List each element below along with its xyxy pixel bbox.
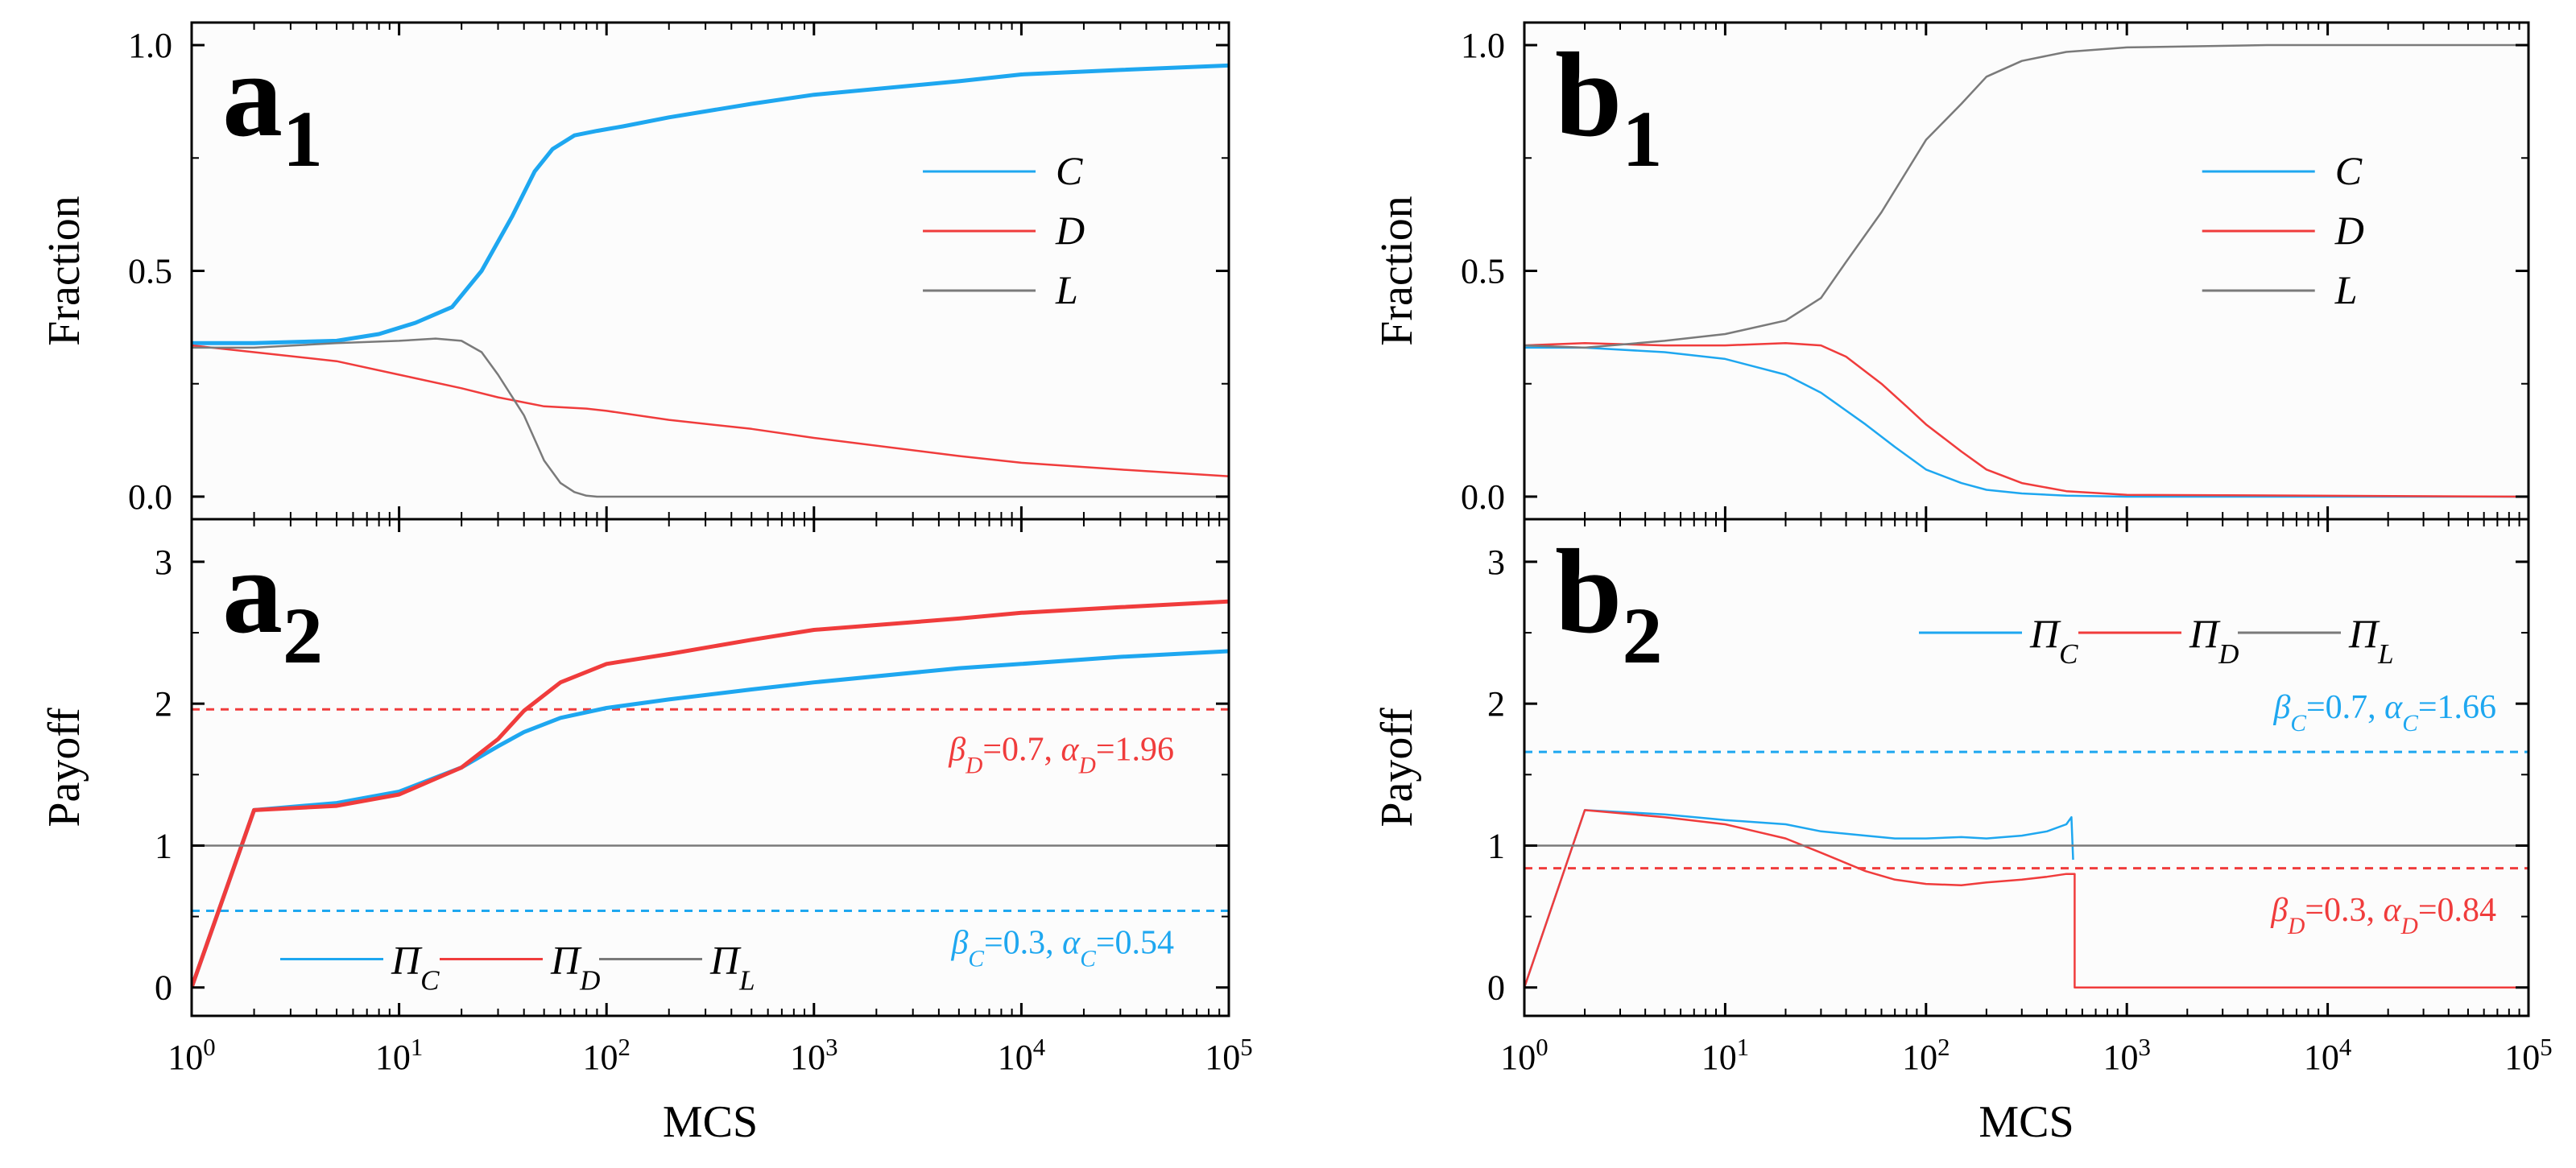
series-line-a1-C xyxy=(192,63,1229,345)
y-tick-label-b2-2: 2 xyxy=(1487,684,1505,724)
series-group-a2 xyxy=(192,599,1229,988)
legend-label-b1-1: D xyxy=(2334,208,2364,253)
legend-b1: CDL xyxy=(2202,148,2364,312)
y-tick-label-b1-0: 0.0 xyxy=(1461,477,1505,517)
legend-label-b1-2: L xyxy=(2334,267,2358,312)
legend-label-b2-0: ΠC xyxy=(2029,611,2078,670)
axis-frame-a2 xyxy=(190,518,1230,1017)
x-tick-label-a2-4: 104 xyxy=(998,1034,1045,1077)
y-axis-title-a2: Payoff xyxy=(39,708,89,828)
panel-label-a2: a2 xyxy=(222,525,323,680)
series-line-a2-Π_C xyxy=(192,649,1229,988)
y-tick-label-a2-0: 0 xyxy=(155,968,172,1008)
y-tick-label-a1-0: 0.0 xyxy=(128,477,172,517)
series-line-b2-Π_C xyxy=(1524,809,2074,988)
x-axis-title-b2: MCS xyxy=(1979,1097,2074,1147)
x-tick-label-b2-2: 102 xyxy=(1902,1034,1950,1077)
legend-label-a2-1: ΠD xyxy=(550,937,600,996)
legend-label-a1-2: L xyxy=(1055,267,1078,312)
axis-frame-b2 xyxy=(1523,518,2530,1017)
panel-label-b2: b2 xyxy=(1555,525,1662,680)
legend-label-a1-1: D xyxy=(1055,208,1085,253)
series-group-b2 xyxy=(1524,750,2528,988)
y-axis-title-a1: Fraction xyxy=(39,196,89,346)
y-tick-label-a2-2: 2 xyxy=(155,684,172,724)
plot-area-a1 xyxy=(192,23,1229,519)
x-tick-label-b2-4: 104 xyxy=(2304,1034,2351,1077)
legend-b2: ΠC ΠD ΠL xyxy=(1919,611,2394,670)
x-tick-label-a2-2: 102 xyxy=(582,1034,630,1077)
x-tick-label-a2-1: 101 xyxy=(375,1034,423,1077)
y-tick-label-b2-1: 1 xyxy=(1487,826,1505,865)
y-tick-label-b2-0: 0 xyxy=(1487,968,1505,1008)
legend-label-b2-2: ΠL xyxy=(2348,611,2394,670)
series-line-b1-D xyxy=(1524,341,2528,498)
annotation-a2-1: βC=0.3, αC=0.54 xyxy=(950,924,1174,972)
y-tick-label-b1-1: 0.5 xyxy=(1461,252,1505,291)
y-tick-label-a2-1: 1 xyxy=(155,826,172,865)
y-tick-label-b1-2: 1.0 xyxy=(1461,26,1505,65)
y-axis-title-b1: Fraction xyxy=(1372,196,1422,346)
y-tick-label-a2-3: 3 xyxy=(155,543,172,582)
y-tick-label-b2-3: 3 xyxy=(1487,543,1505,582)
legend-label-a1-0: C xyxy=(1056,148,1083,193)
legend-label-b2-1: ΠD xyxy=(2189,611,2239,670)
series-line-a2-Π_D xyxy=(192,599,1229,988)
series-line-a1-L xyxy=(192,337,1229,498)
x-tick-label-a2-3: 103 xyxy=(790,1034,837,1077)
legend-label-b1-0: C xyxy=(2335,148,2363,193)
x-tick-label-b2-1: 101 xyxy=(1701,1034,1749,1077)
y-tick-label-a1-1: 0.5 xyxy=(128,252,172,291)
legend-label-a2-0: ΠC xyxy=(391,937,440,996)
legend-a2: ΠC ΠD ΠL xyxy=(280,937,755,996)
plot-area-a2 xyxy=(192,519,1229,1016)
annotation-b2-1: βD=0.3, αD=0.84 xyxy=(2270,892,2496,939)
panel-label-a1: a1 xyxy=(222,28,323,184)
panel-b1: 0.0 0.5 1.0 Fraction b1 CDL xyxy=(1372,21,2530,521)
y-tick-label-a1-2: 1.0 xyxy=(128,26,172,65)
panel-label-b1: b1 xyxy=(1555,28,1662,184)
x-tick-label-b2-3: 103 xyxy=(2103,1034,2150,1077)
legend-a1: CDL xyxy=(923,148,1085,312)
plot-area-b1 xyxy=(1524,23,2528,519)
legend-label-a2-2: ΠL xyxy=(709,937,755,996)
series-group-b1 xyxy=(1524,43,2528,498)
panel-a2: 0 1 2 3 100 101 102 103 104 105 MCS Payoff a2 ΠC ΠD ΠL β… xyxy=(39,518,1253,1147)
x-tick-label-b2-5: 105 xyxy=(2504,1034,2552,1077)
annotation-b2-0: βC=0.7, αC=1.66 xyxy=(2272,689,2496,737)
x-tick-label-a2-0: 100 xyxy=(167,1034,215,1077)
series-line-b1-C xyxy=(1524,346,2528,498)
plot-area-b2 xyxy=(1524,519,2528,1016)
x-tick-label-b2-0: 100 xyxy=(1500,1034,1548,1077)
series-line-a1-D xyxy=(192,344,1229,477)
panel-a1: 0.0 0.5 1.0 Fraction a1 CDL xyxy=(39,21,1230,521)
x-axis-title-a2: MCS xyxy=(663,1097,758,1147)
x-tick-label-a2-5: 105 xyxy=(1205,1034,1252,1077)
panel-b2: 0 1 2 3 100 101 102 103 104 105 MCS Payoff b2 ΠC ΠD ΠL β… xyxy=(1372,518,2553,1147)
series-line-b1-L xyxy=(1524,43,2528,349)
annotation-a2-0: βD=0.7, αD=1.96 xyxy=(948,732,1174,779)
series-group-a1 xyxy=(192,63,1229,498)
y-axis-title-b2: Payoff xyxy=(1372,708,1422,828)
series-line-b2-Π_D xyxy=(1524,809,2528,988)
